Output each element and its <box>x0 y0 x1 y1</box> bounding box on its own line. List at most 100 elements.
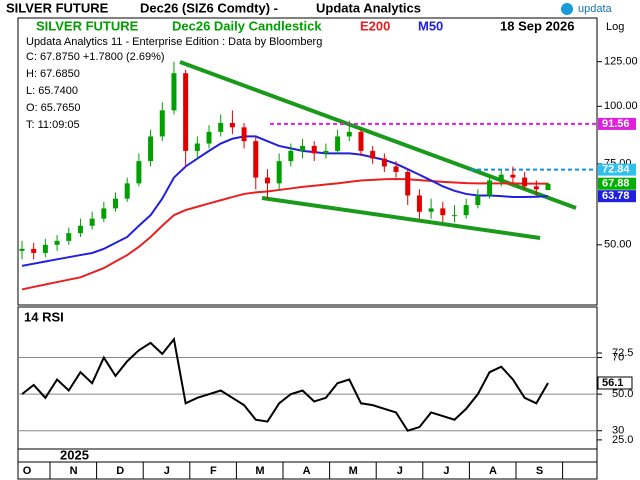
legend-m50: M50 <box>418 18 443 33</box>
x-tick-label: J <box>164 465 170 477</box>
x-tick-label: S <box>536 465 543 477</box>
rsi-line <box>21 336 549 432</box>
info: H: 67.6850 <box>26 68 80 80</box>
candle-body <box>463 205 469 216</box>
rsi-last-box <box>597 376 633 390</box>
x-tick-label: J <box>397 465 403 477</box>
date-axis <box>17 461 598 480</box>
y-tick-label: 72.5 <box>612 347 633 359</box>
candle-body <box>54 240 60 245</box>
y-tick-label: 100.00 <box>604 100 638 112</box>
candle-body <box>148 136 154 162</box>
x-tick-label: D <box>116 465 124 477</box>
candle-body <box>229 122 235 128</box>
candle-body <box>428 208 434 212</box>
level-label: 67.88 <box>602 178 630 190</box>
candle-body <box>89 218 95 226</box>
candle-body <box>183 73 189 151</box>
candle-body <box>206 131 212 144</box>
instrument: SILVER FUTURE <box>36 18 139 33</box>
price-panel <box>17 17 598 306</box>
candle-body <box>487 180 493 196</box>
candle-body <box>510 174 516 178</box>
candle-body <box>416 195 422 212</box>
level-box <box>598 163 636 176</box>
logo: updata <box>578 3 613 15</box>
candle-body <box>323 150 329 154</box>
candle-body <box>19 248 25 251</box>
candle-body <box>264 177 270 184</box>
candle-body <box>370 150 376 159</box>
info: L: 65.7400 <box>26 85 78 97</box>
trendline <box>261 196 541 240</box>
x-tick-label: M <box>349 465 358 477</box>
candle-body <box>253 141 259 178</box>
candle-body <box>358 131 364 151</box>
x-tick-label: F <box>210 465 217 477</box>
candle-body <box>171 73 177 111</box>
level-label: 91.56 <box>602 118 630 130</box>
y-tick-label: 30 <box>612 425 624 437</box>
logo-icon <box>561 3 573 15</box>
candle-body <box>31 248 37 253</box>
level-box <box>598 190 636 203</box>
y-tick-label: 25.0 <box>612 434 633 446</box>
y-tick-label: 70 <box>612 351 624 363</box>
candle-body <box>66 233 72 241</box>
candle-body <box>300 145 306 151</box>
candle-body <box>136 161 142 184</box>
date: 18 Sep 2026 <box>500 18 574 33</box>
year: 2025 <box>60 447 89 462</box>
candle-body <box>194 143 200 151</box>
candle-body <box>346 131 352 137</box>
candle-body <box>498 174 504 181</box>
brand: Updata Analytics <box>316 0 421 15</box>
candle-body <box>475 195 481 206</box>
candle-body <box>42 244 48 253</box>
ma-line <box>21 178 548 291</box>
candle-body <box>405 171 411 196</box>
info: T: 11:09:05 <box>26 119 80 131</box>
x-tick-label: J <box>443 465 449 477</box>
y-tick-label: 125.00 <box>604 56 638 68</box>
x-tick-label: N <box>70 465 78 477</box>
y-tick-label: 50.00 <box>604 239 632 251</box>
candle-body <box>241 127 247 142</box>
info: O: 65.7650 <box>26 102 80 114</box>
x-tick-label: O <box>23 465 32 477</box>
candle-body <box>77 225 83 234</box>
candle-body <box>159 110 165 137</box>
candle-body <box>522 177 528 187</box>
rsi-last-label: 56.1 <box>602 377 623 389</box>
rsi-title: 14 RSI <box>24 309 64 324</box>
candle-body <box>113 198 119 209</box>
candle-body <box>276 161 282 184</box>
title: SILVER FUTURE <box>6 0 109 15</box>
x-tick-label: A <box>489 465 497 477</box>
level-label: 72.84 <box>602 164 630 176</box>
x-tick-label: M <box>255 465 264 477</box>
candle-body <box>533 186 539 190</box>
candle-body <box>393 166 399 172</box>
candle-body <box>451 215 457 217</box>
candle-body <box>101 208 107 219</box>
subtitle: Dec26 (SIZ6 Comdty) - <box>140 0 278 15</box>
candle-body <box>311 145 317 154</box>
candle-body <box>288 150 294 162</box>
scale-label: Log <box>606 21 624 33</box>
info: Updata Analytics 11 - Enterprise Edition… <box>26 36 322 48</box>
level-box <box>598 117 636 130</box>
x-tick-label: A <box>303 465 311 477</box>
legend-e200: E200 <box>360 18 390 33</box>
level-box <box>598 177 636 190</box>
level-label: 63.78 <box>602 190 630 202</box>
candle-body <box>124 183 130 199</box>
chart-name: Dec26 Daily Candlestick <box>172 18 322 33</box>
info: C: 67.8750 +1.7800 (2.69%) <box>26 51 165 63</box>
candle-body <box>381 158 387 167</box>
candle-body <box>335 136 341 151</box>
ma-line <box>21 135 549 267</box>
candle-body <box>440 208 446 216</box>
